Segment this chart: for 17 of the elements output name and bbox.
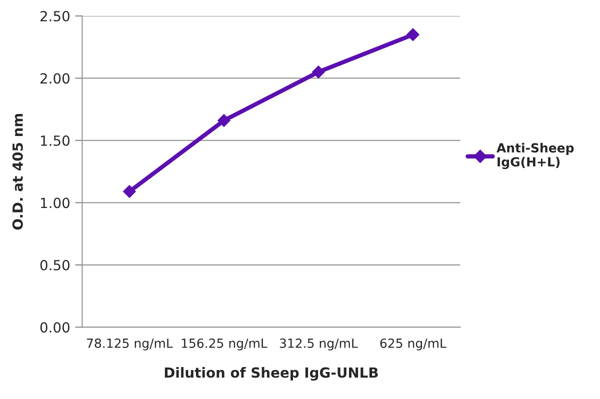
y-tick-label: 0.50 bbox=[40, 260, 70, 270]
x-tick-label: 156.25 ng/mL bbox=[182, 338, 268, 350]
legend-label: Anti-Sheep IgG(H+L) bbox=[496, 142, 574, 170]
point bbox=[123, 185, 136, 198]
y-axis-title: O.D. at 405 nm bbox=[12, 114, 23, 230]
y-tick-label: 1.50 bbox=[40, 135, 70, 146]
y-tick-label: 1.00 bbox=[40, 198, 70, 208]
y-tick-label: 2.00 bbox=[40, 73, 70, 84]
point bbox=[406, 28, 420, 42]
x-tick-label: 625 ng/mL bbox=[380, 338, 446, 350]
y-tick-label: 0.00 bbox=[40, 322, 70, 333]
x-axis-title: Dilution of Sheep IgG-UNLB bbox=[164, 367, 378, 381]
point bbox=[218, 114, 230, 127]
point bbox=[312, 66, 325, 78]
x-tick-label: 312.5 ng/mL bbox=[280, 338, 358, 350]
y-tick-label: 2.50 bbox=[40, 10, 70, 22]
x-tick-label: 78.125 ng/mL bbox=[87, 338, 173, 350]
